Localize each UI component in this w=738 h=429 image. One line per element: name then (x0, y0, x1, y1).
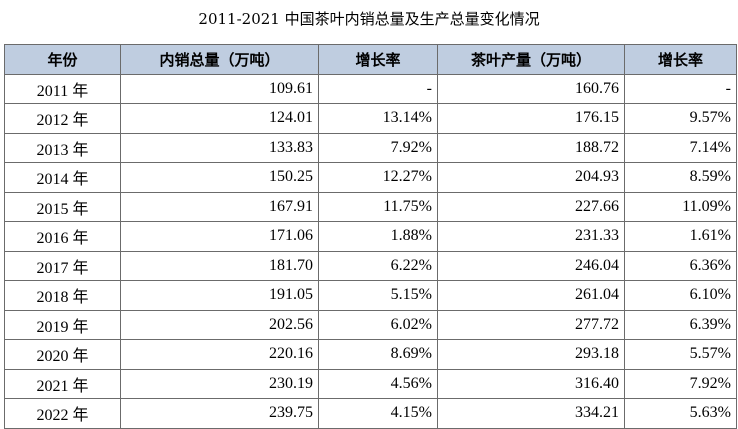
header-sales-growth: 增长率 (318, 44, 438, 75)
production-growth-cell: 11.09% (624, 191, 737, 222)
table-row: 2018 年 191.05 5.15% 261.04 6.10% (4, 280, 737, 311)
table-row: 2014 年 150.25 12.27% 204.93 8.59% (4, 162, 737, 193)
table-row: 2020 年 220.16 8.69% 293.18 5.57% (4, 339, 737, 370)
header-row: 年份 内销总量（万吨） 增长率 茶叶产量（万吨） 增长率 (4, 44, 737, 75)
header-production-growth: 增长率 (624, 44, 737, 75)
production-growth-cell: 7.14% (624, 132, 737, 163)
domestic-sales-cell: 167.91 (120, 191, 319, 222)
production-growth-cell: 9.57% (624, 103, 737, 134)
year-cell: 2013 年 (4, 132, 121, 163)
domestic-sales-cell: 220.16 (120, 339, 319, 370)
table-row: 2019 年 202.56 6.02% 277.72 6.39% (4, 309, 737, 340)
domestic-sales-cell: 202.56 (120, 309, 319, 340)
table-row: 2021 年 230.19 4.56% 316.40 7.92% (4, 368, 737, 399)
sales-growth-cell: 4.56% (318, 368, 438, 399)
domestic-sales-cell: 230.19 (120, 368, 319, 399)
sales-growth-cell: 6.22% (318, 250, 438, 281)
production-cell: 277.72 (437, 309, 625, 340)
sales-growth-cell: 13.14% (318, 103, 438, 134)
domestic-sales-cell: 133.83 (120, 132, 319, 163)
production-cell: 246.04 (437, 250, 625, 281)
sales-growth-cell: 1.88% (318, 221, 438, 252)
production-growth-cell: 7.92% (624, 368, 737, 399)
tea-sales-production-table: 年份 内销总量（万吨） 增长率 茶叶产量（万吨） 增长率 2011 年 109.6… (4, 44, 737, 429)
year-cell: 2019 年 (4, 309, 121, 340)
production-growth-cell: 8.59% (624, 162, 737, 193)
production-growth-cell: 5.63% (624, 398, 737, 429)
sales-growth-cell: 11.75% (318, 191, 438, 222)
sales-growth-cell: 5.15% (318, 280, 438, 311)
year-cell: 2022 年 (4, 398, 121, 429)
year-cell: 2014 年 (4, 162, 121, 193)
production-cell: 188.72 (437, 132, 625, 163)
table-row: 2012 年 124.01 13.14% 176.15 9.57% (4, 103, 737, 134)
domestic-sales-cell: 181.70 (120, 250, 319, 281)
sales-growth-cell: 6.02% (318, 309, 438, 340)
production-cell: 316.40 (437, 368, 625, 399)
header-year: 年份 (4, 44, 121, 75)
domestic-sales-cell: 191.05 (120, 280, 319, 311)
year-cell: 2017 年 (4, 250, 121, 281)
table-body: 2011 年 109.61-160.76-2012 年 124.01 13.14% 17… (4, 73, 737, 429)
domestic-sales-cell: 124.01 (120, 103, 319, 134)
production-cell: 160.76 (437, 73, 625, 104)
year-cell: 2018 年 (4, 280, 121, 311)
header-production: 茶叶产量（万吨） (437, 44, 625, 75)
sales-growth-cell: 12.27% (318, 162, 438, 193)
production-cell: 261.04 (437, 280, 625, 311)
domestic-sales-cell: 109.61 (120, 73, 319, 104)
year-cell: 2021 年 (4, 368, 121, 399)
year-cell: 2011 年 (4, 73, 121, 104)
production-growth-cell: 1.61% (624, 221, 737, 252)
production-growth-cell: 5.57% (624, 339, 737, 370)
production-cell: 227.66 (437, 191, 625, 222)
table-row: 2017 年 181.70 6.22% 246.04 6.36% (4, 250, 737, 281)
year-cell: 2015 年 (4, 191, 121, 222)
year-cell: 2012 年 (4, 103, 121, 134)
production-cell: 231.33 (437, 221, 625, 252)
domestic-sales-cell: 150.25 (120, 162, 319, 193)
table-row: 2013 年 133.83 7.92% 188.72 7.14% (4, 132, 737, 163)
production-cell: 204.93 (437, 162, 625, 193)
table-row: 2015 年 167.91 11.75% 227.66 11.09% (4, 191, 737, 222)
header-domestic-sales: 内销总量（万吨） (120, 44, 319, 75)
table-row: 2016 年 171.06 1.88% 231.33 1.61% (4, 221, 737, 252)
sales-growth-cell: 8.69% (318, 339, 438, 370)
table-title: 2011-2021 中国茶叶内销总量及生产总量变化情况 (198, 10, 540, 28)
year-cell: 2020 年 (4, 339, 121, 370)
table-row: 2011 年 109.61-160.76- (4, 73, 737, 104)
production-growth-cell: 6.39% (624, 309, 737, 340)
domestic-sales-cell: 239.75 (120, 398, 319, 429)
production-cell: 176.15 (437, 103, 625, 134)
domestic-sales-cell: 171.06 (120, 221, 319, 252)
sales-growth-cell: 4.15% (318, 398, 438, 429)
year-cell: 2016 年 (4, 221, 121, 252)
table-row: 2022 年 239.75 4.15% 334.21 5.63% (4, 398, 737, 429)
production-cell: 334.21 (437, 398, 625, 429)
production-growth-cell: 6.10% (624, 280, 737, 311)
production-growth-cell: - (624, 73, 737, 104)
sales-growth-cell: - (318, 73, 438, 104)
production-growth-cell: 6.36% (624, 250, 737, 281)
production-cell: 293.18 (437, 339, 625, 370)
sales-growth-cell: 7.92% (318, 132, 438, 163)
